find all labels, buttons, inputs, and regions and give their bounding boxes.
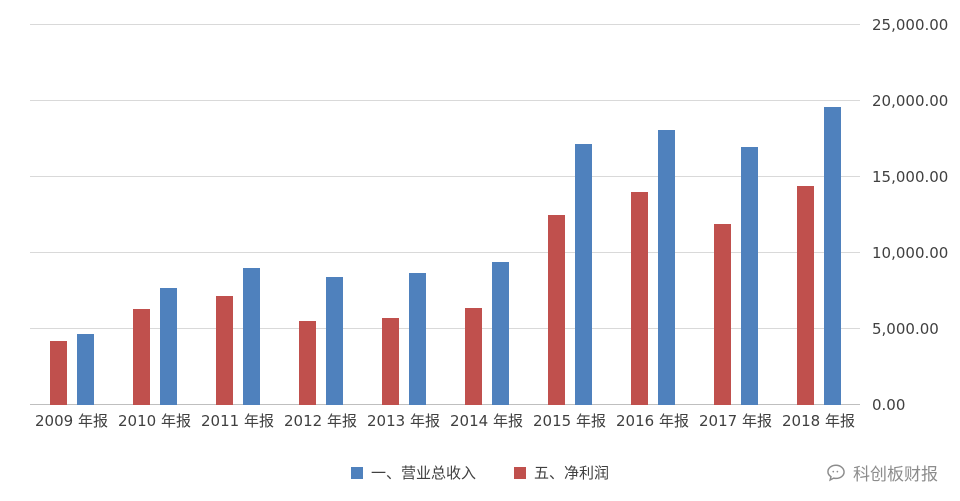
bar-series-1 <box>408 272 426 405</box>
x-tick-label: 2012 年报 <box>284 412 357 430</box>
bar-series-0 <box>630 192 648 405</box>
bar-groups <box>30 25 860 405</box>
bar-series-1 <box>325 277 343 405</box>
bar-group <box>528 25 611 405</box>
bar-series-0 <box>298 321 316 405</box>
y-tick-label: 0.00 <box>872 396 906 414</box>
legend-label: 一、营业总收入 <box>370 464 476 482</box>
bar-series-0 <box>464 307 482 405</box>
y-tick-label: 15,000.00 <box>872 168 949 186</box>
gridline <box>30 252 860 253</box>
bar-group <box>777 25 860 405</box>
bar-series-1 <box>159 287 177 405</box>
bar-series-0 <box>132 309 150 405</box>
x-tick-label: 2018 年报 <box>782 412 855 430</box>
bar-series-0 <box>49 341 67 405</box>
bar-series-1 <box>242 268 260 405</box>
gridline <box>30 100 860 101</box>
bar-group <box>279 25 362 405</box>
legend-item: 五、净利润 <box>514 462 609 483</box>
x-tick-label: 2009 年报 <box>35 412 108 430</box>
bar-series-0 <box>796 186 814 405</box>
bar-group <box>611 25 694 405</box>
legend-swatch-icon <box>514 466 526 479</box>
bar-series-0 <box>381 318 399 405</box>
bar-series-1 <box>740 146 758 405</box>
watermark: 科创板财报 <box>825 460 938 485</box>
chat-bubble-icon <box>825 462 847 484</box>
bar-series-1 <box>657 129 675 405</box>
legend: 一、营业总收入 五、净利润 <box>0 462 960 483</box>
watermark-text: 科创板财报 <box>853 465 938 485</box>
bar-group <box>196 25 279 405</box>
plot-area <box>30 24 860 405</box>
legend-label: 五、净利润 <box>534 464 610 482</box>
y-tick-label: 20,000.00 <box>872 92 949 110</box>
bar-series-1 <box>574 143 592 405</box>
x-tick-label: 2014 年报 <box>450 412 523 430</box>
x-tick-label: 2016 年报 <box>616 412 689 430</box>
bar-group <box>30 25 113 405</box>
bar-group <box>362 25 445 405</box>
x-tick-label: 2010 年报 <box>118 412 191 430</box>
y-tick-label: 25,000.00 <box>872 16 949 34</box>
bar-group <box>694 25 777 405</box>
x-tick-label: 2011 年报 <box>201 412 274 430</box>
bar-series-0 <box>713 224 731 405</box>
legend-item: 一、营业总收入 <box>350 462 476 483</box>
gridline <box>30 176 860 177</box>
x-tick-label: 2015 年报 <box>533 412 606 430</box>
bar-series-1 <box>823 107 841 405</box>
gridline <box>30 328 860 329</box>
bar-series-0 <box>215 295 233 405</box>
bar-series-1 <box>491 262 509 405</box>
legend-swatch-icon <box>350 466 363 479</box>
x-axis: 2009 年报 2010 年报 2011 年报 2012 年报 2013 年报 2014 … <box>30 410 860 431</box>
bar-group <box>113 25 196 405</box>
y-axis: 0.00 5,000.00 10,000.00 15,000.00 20,000.00 2… <box>872 17 957 413</box>
y-tick-label: 5,000.00 <box>872 320 939 338</box>
y-tick-label: 10,000.00 <box>872 244 949 262</box>
bar-series-0 <box>547 215 565 405</box>
bar-group <box>445 25 528 405</box>
x-tick-label: 2013 年报 <box>367 412 440 430</box>
gridline <box>30 24 860 25</box>
x-tick-label: 2017 年报 <box>699 412 772 430</box>
bar-series-1 <box>76 334 94 405</box>
x-axis-line <box>30 404 860 405</box>
